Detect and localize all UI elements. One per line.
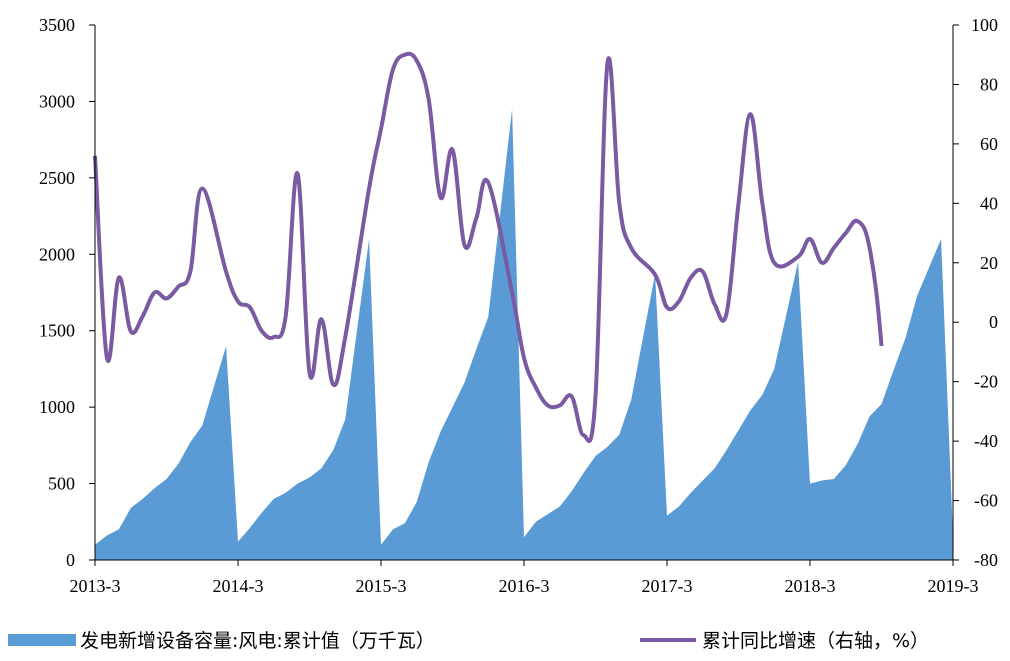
legend-swatch-area	[8, 633, 76, 646]
line-series	[93, 51, 884, 443]
y-right-tick-label: -60	[974, 491, 998, 511]
axes-layer	[89, 24, 959, 566]
area-series	[95, 109, 953, 560]
y-left-tick-label: 3000	[39, 91, 75, 111]
area-series-layer	[95, 109, 953, 560]
y-right-tick-label: 0	[989, 312, 998, 332]
y-right-tick-label: 80	[980, 74, 998, 94]
y-left-tick-label: 1000	[39, 397, 75, 417]
tick-labels-layer: 0500100015002000250030003500-80-60-40-20…	[39, 15, 998, 596]
y-left-tick-label: 2500	[39, 168, 75, 188]
legend-item-area: 发电新增设备容量:风电:累计值（万千瓦）	[8, 626, 435, 653]
y-right-tick-label: 20	[980, 253, 998, 273]
x-tick-label: 2015-3	[356, 576, 407, 596]
y-right-tick-label: -80	[974, 550, 998, 570]
x-tick-label: 2017-3	[642, 576, 693, 596]
y-right-tick-label: 40	[980, 193, 998, 213]
y-left-tick-label: 2000	[39, 244, 75, 264]
legend-swatch-line	[640, 637, 696, 642]
y-left-tick-label: 3500	[39, 15, 75, 35]
line-series-layer	[93, 51, 884, 443]
x-tick-label: 2016-3	[499, 576, 550, 596]
y-left-tick-label: 0	[66, 550, 75, 570]
x-tick-label: 2018-3	[785, 576, 836, 596]
legend-label-area: 发电新增设备容量:风电:累计值（万千瓦）	[80, 630, 435, 652]
y-left-tick-label: 1500	[39, 321, 75, 341]
y-right-tick-label: -20	[974, 372, 998, 392]
y-left-tick-label: 500	[48, 474, 75, 494]
legend-item-line: 累计同比增速（右轴，%）	[640, 626, 929, 653]
x-tick-label: 2019-3	[928, 576, 979, 596]
legend-label-line: 累计同比增速（右轴，%）	[702, 630, 930, 652]
y-right-tick-label: 60	[980, 134, 998, 154]
x-tick-label: 2014-3	[213, 576, 264, 596]
y-right-tick-label: 100	[971, 15, 998, 35]
y-right-tick-label: -40	[974, 431, 998, 451]
x-tick-label: 2013-3	[70, 576, 121, 596]
